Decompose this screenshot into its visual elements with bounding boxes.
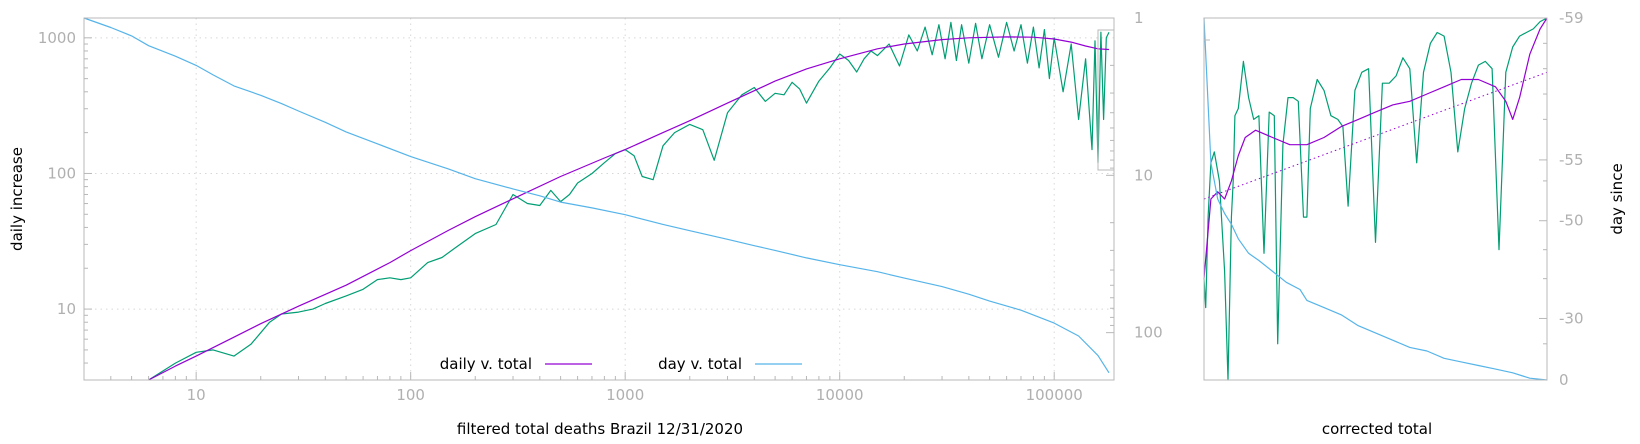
main-y2-tick-label: 100 [1134,324,1163,342]
main-x-tick-label: 10 [187,386,206,404]
side-plot-frame [1203,17,1548,381]
main-x-axis-title: filtered total deaths Brazil 12/31/2020 [457,420,743,438]
main-series-layer [83,17,1110,381]
main-y2-tick-label: 1 [1134,9,1144,27]
main-tick-layer: 10 100 1000 10000 100000 10 100 1000 1 10 100 [38,9,1163,404]
legend-label-daily: daily v. total [440,355,532,373]
series-line-day [83,17,1110,374]
main-grid [84,18,1114,380]
main-plot: 10 100 1000 10000 100000 10 100 1000 1 10 100 dail… [8,9,1163,438]
zoom-marker-box [1097,29,1115,171]
side-line-day [1203,17,1548,381]
main-plot-frame [83,17,1115,381]
side-plot: -59 -55 -50 -30 0 corrected total day since [1203,9,1626,438]
legend: daily v. total day v. total [440,355,802,373]
side-series-layer [1203,17,1548,381]
side-tick-layer: -59 -55 -50 -30 0 [1204,9,1584,389]
side-y2-tick-label: -55 [1559,151,1584,169]
main-x-tick-label: 10000 [816,386,864,404]
legend-label-day: day v. total [658,355,742,373]
series-line-raw [148,21,1110,381]
main-x-tick-label: 1000 [606,386,644,404]
main-x-tick-label: 100 [396,386,425,404]
side-x-axis-title: corrected total [1322,420,1432,438]
series-line-daily [148,36,1110,381]
main-y-tick-label: 1000 [38,29,76,47]
main-y-axis-title: daily increase [8,147,26,251]
main-y2-tick-label: 10 [1134,166,1153,184]
side-y2-tick-label: -59 [1559,9,1584,27]
main-y-tick-label: 10 [57,300,76,318]
side-line-trend [1203,71,1548,200]
side-y2-tick-label: -50 [1559,212,1584,230]
side-y2-tick-label: 0 [1559,371,1569,389]
side-line-daily [1203,17,1548,279]
main-y-tick-label: 100 [47,164,76,182]
side-line-raw [1203,17,1548,381]
side-y-axis-title: day since [1608,163,1626,234]
side-y2-tick-label: -30 [1559,309,1584,327]
main-x-tick-label: 100000 [1026,386,1083,404]
